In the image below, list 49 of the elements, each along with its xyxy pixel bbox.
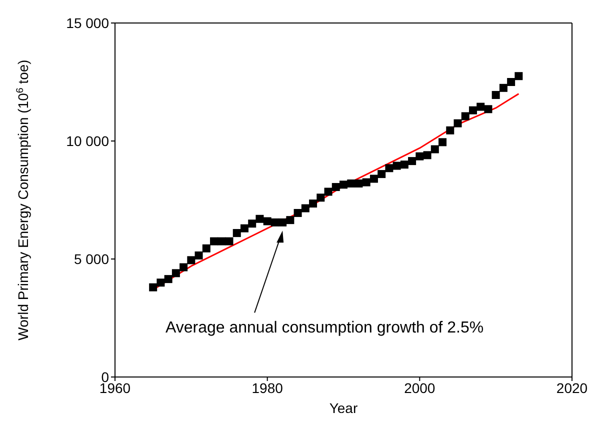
- annotation: Average annual consumption growth of 2.5%: [165, 320, 484, 337]
- point: [180, 263, 188, 272]
- point: [476, 102, 485, 111]
- point: [492, 90, 500, 99]
- point: [232, 229, 241, 238]
- point: [149, 283, 158, 292]
- x-tick-label: 1980: [252, 380, 284, 396]
- point: [164, 275, 172, 284]
- y-tick-label: 10 000: [66, 132, 110, 149]
- point: [461, 112, 470, 120]
- point: [172, 269, 180, 278]
- point: [240, 224, 248, 232]
- point: [499, 84, 508, 92]
- point: [248, 220, 256, 228]
- point: [507, 78, 516, 86]
- point: [316, 194, 325, 202]
- point: [408, 157, 416, 166]
- point: [294, 208, 302, 217]
- point: [309, 200, 318, 208]
- point: [301, 204, 310, 212]
- point: [370, 174, 378, 183]
- x-tick-label: 2000: [404, 380, 436, 396]
- point: [385, 164, 394, 172]
- point: [286, 216, 294, 224]
- point: [324, 188, 332, 196]
- point: [514, 72, 523, 80]
- point: [156, 278, 165, 287]
- point: [202, 244, 210, 252]
- point: [484, 105, 492, 114]
- point: [468, 106, 477, 114]
- point: [400, 160, 408, 169]
- point: [194, 251, 203, 260]
- x-axis-title: Year: [329, 400, 358, 416]
- point: [430, 145, 439, 154]
- x-tick-label: 2020: [556, 380, 588, 396]
- point: [378, 170, 386, 178]
- y-tick-label: 5 000: [74, 250, 110, 267]
- point: [416, 152, 424, 160]
- point: [210, 237, 218, 246]
- point: [225, 237, 234, 246]
- point: [187, 256, 196, 264]
- y-tick-label: 15 000: [66, 14, 110, 31]
- point: [332, 183, 340, 192]
- point: [446, 126, 454, 134]
- point: [362, 178, 370, 186]
- point: [438, 138, 447, 146]
- point: [256, 214, 264, 223]
- point: [454, 119, 462, 128]
- point: [423, 151, 432, 160]
